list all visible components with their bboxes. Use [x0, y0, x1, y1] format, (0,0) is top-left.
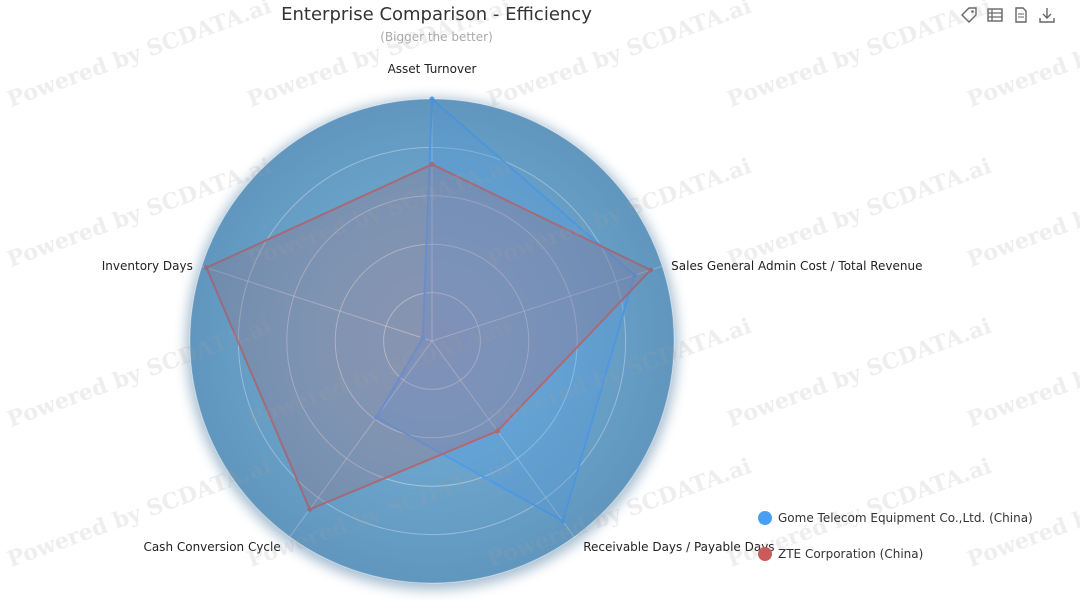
- document-icon[interactable]: [1012, 6, 1030, 24]
- axis-label-2: Receivable Days / Payable Days: [583, 540, 774, 554]
- axis-label-3: Cash Conversion Cycle: [143, 540, 280, 554]
- download-icon[interactable]: [1038, 6, 1056, 24]
- axis-label-0: Asset Turnover: [388, 62, 477, 76]
- radar-glow: [190, 99, 674, 583]
- legend-dot-zte: [758, 547, 772, 561]
- data-view-icon[interactable]: [986, 6, 1004, 24]
- toolbox: [960, 6, 1056, 24]
- legend-dot-gome: [758, 511, 772, 525]
- axis-label-4: Inventory Days: [102, 259, 193, 273]
- legend-item-gome[interactable]: Gome Telecom Equipment Co.,Ltd. (China): [758, 508, 1033, 528]
- legend-item-zte[interactable]: ZTE Corporation (China): [758, 544, 1033, 564]
- axis-label-1: Sales General Admin Cost / Total Revenue: [671, 259, 922, 273]
- tag-icon[interactable]: [960, 6, 978, 24]
- chart-subtitle: (Bigger the better): [380, 30, 493, 44]
- legend-label-zte: ZTE Corporation (China): [778, 547, 924, 561]
- legend: Gome Telecom Equipment Co.,Ltd. (China) …: [758, 508, 1033, 580]
- legend-label-gome: Gome Telecom Equipment Co.,Ltd. (China): [778, 511, 1033, 525]
- chart-title: Enterprise Comparison - Efficiency: [281, 4, 592, 25]
